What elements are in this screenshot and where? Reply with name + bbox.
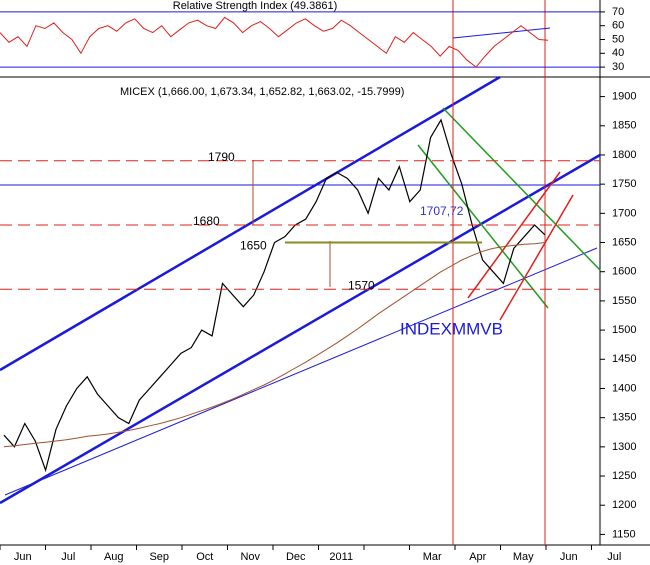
- rsi-trend: [452, 27, 551, 39]
- x-tick-label: Jul: [61, 551, 75, 563]
- rsi-title: Relative Strength Index (49.3861): [173, 0, 338, 12]
- x-tick-label: Apr: [469, 551, 486, 563]
- data-line: [0, 16, 549, 68]
- y-tick-label: 1550: [612, 295, 636, 307]
- red-channel-lower: [499, 194, 574, 321]
- price-title: MICEX (1,666.00, 1,673.34, 1,652.82, 1,6…: [120, 86, 404, 98]
- x-tick-label: Aug: [104, 551, 124, 563]
- x-tick-label: Mar: [423, 551, 442, 563]
- x-tick-label: Oct: [196, 551, 213, 563]
- y-tick-label: 1700: [612, 207, 636, 219]
- level-label: 1790: [208, 150, 235, 164]
- x-tick-label: Nov: [240, 551, 260, 563]
- data-line: [3, 118, 546, 473]
- y-tick-label: 60: [612, 20, 624, 32]
- y-tick-label: 1450: [612, 353, 636, 365]
- x-tick-label: Jun: [14, 551, 32, 563]
- trend-lines: [0, 0, 601, 545]
- y-tick-label: 70: [612, 6, 624, 18]
- trend-thin: [4, 247, 598, 496]
- x-tick-label: Dec: [286, 551, 306, 563]
- y-tick-label: 30: [612, 61, 624, 73]
- y-tick-label: 1750: [612, 178, 636, 190]
- channel-upper: [0, 75, 501, 372]
- y-tick-label: 1350: [612, 412, 636, 424]
- x-tick-label: Jul: [607, 551, 621, 563]
- y-tick-label: 1300: [612, 441, 636, 453]
- channel-lower: [0, 153, 601, 505]
- x-tick-label: 2011: [329, 551, 353, 563]
- y-tick-label: 1250: [612, 470, 636, 482]
- y-tick-label: 1850: [612, 120, 636, 132]
- y-tick-label: 1900: [612, 91, 636, 103]
- y-tick-label: 1600: [612, 266, 636, 278]
- y-tick-label: 1800: [612, 149, 636, 161]
- y-tick-label: 50: [612, 33, 624, 45]
- y-tick-label: 1500: [612, 324, 636, 336]
- level-label: 1650: [240, 239, 267, 253]
- annotation: INDEXMMVB: [400, 319, 503, 338]
- y-tick-label: 1650: [612, 236, 636, 248]
- x-tick-label: Jun: [560, 551, 578, 563]
- green-channel-lower: [417, 144, 549, 309]
- green-channel-upper: [442, 107, 601, 271]
- x-tick-label: May: [513, 551, 534, 563]
- level-label: 1680: [193, 214, 220, 228]
- data-line: [3, 242, 546, 448]
- annotation: 1707,72: [420, 204, 464, 218]
- x-tick-label: Sep: [149, 551, 169, 563]
- level-label: 1570: [348, 278, 375, 292]
- y-tick-label: 1200: [612, 499, 636, 511]
- y-tick-label: 1150: [612, 528, 636, 540]
- y-tick-label: 40: [612, 47, 624, 59]
- y-tick-label: 1400: [612, 382, 636, 394]
